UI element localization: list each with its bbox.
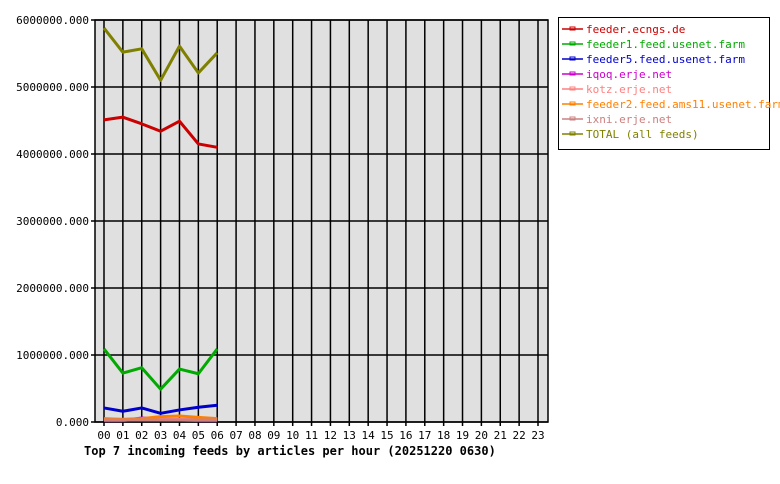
legend-entry: feeder1.feed.usenet.farm (586, 38, 745, 51)
x-tick-label: 23 (531, 429, 544, 442)
y-tick-label: 1000000.000 (16, 349, 89, 362)
x-tick-label: 20 (475, 429, 488, 442)
x-tick-label: 13 (343, 429, 356, 442)
x-tick-label: 10 (286, 429, 299, 442)
x-tick-label: 14 (362, 429, 376, 442)
y-tick-label: 2000000.000 (16, 282, 89, 295)
x-tick-label: 00 (97, 429, 110, 442)
x-tick-label: 22 (513, 429, 526, 442)
x-tick-label: 15 (380, 429, 393, 442)
x-tick-label: 05 (192, 429, 205, 442)
y-tick-label: 5000000.000 (16, 81, 89, 94)
x-tick-label: 02 (135, 429, 148, 442)
legend: feeder.ecngs.de feeder1.feed.usenet.farm f… (559, 18, 780, 150)
x-tick-label: 01 (116, 429, 129, 442)
x-tick-label: 03 (154, 429, 167, 442)
chart-title: Top 7 incoming feeds by articles per hou… (84, 444, 496, 458)
y-tick-label: 3000000.000 (16, 215, 89, 228)
legend-entry: kotz.erje.net (586, 83, 672, 96)
legend-entry: feeder.ecngs.de (586, 23, 685, 36)
y-tick-label: 0.000 (56, 416, 89, 429)
x-tick-label: 16 (399, 429, 412, 442)
x-tick-label: 19 (456, 429, 469, 442)
x-tick-label: 06 (211, 429, 224, 442)
x-tick-label: 09 (267, 429, 280, 442)
legend-entry: ixni.erje.net (586, 113, 672, 126)
legend-entry: TOTAL (all feeds) (586, 128, 699, 141)
x-tick-label: 04 (173, 429, 187, 442)
legend-entry: feeder5.feed.usenet.farm (586, 53, 745, 66)
legend-entry: iqoq.erje.net (586, 68, 672, 81)
x-tick-label: 11 (305, 429, 318, 442)
y-tick-label: 6000000.000 (16, 14, 89, 27)
x-tick-label: 12 (324, 429, 337, 442)
x-tick-label: 17 (418, 429, 431, 442)
x-tick-label: 21 (494, 429, 507, 442)
x-tick-label: 07 (229, 429, 242, 442)
x-tick-label: 08 (248, 429, 261, 442)
y-tick-label: 4000000.000 (16, 148, 89, 161)
x-tick-label: 18 (437, 429, 450, 442)
legend-entry: feeder2.feed.ams11.usenet.farm (586, 98, 780, 111)
